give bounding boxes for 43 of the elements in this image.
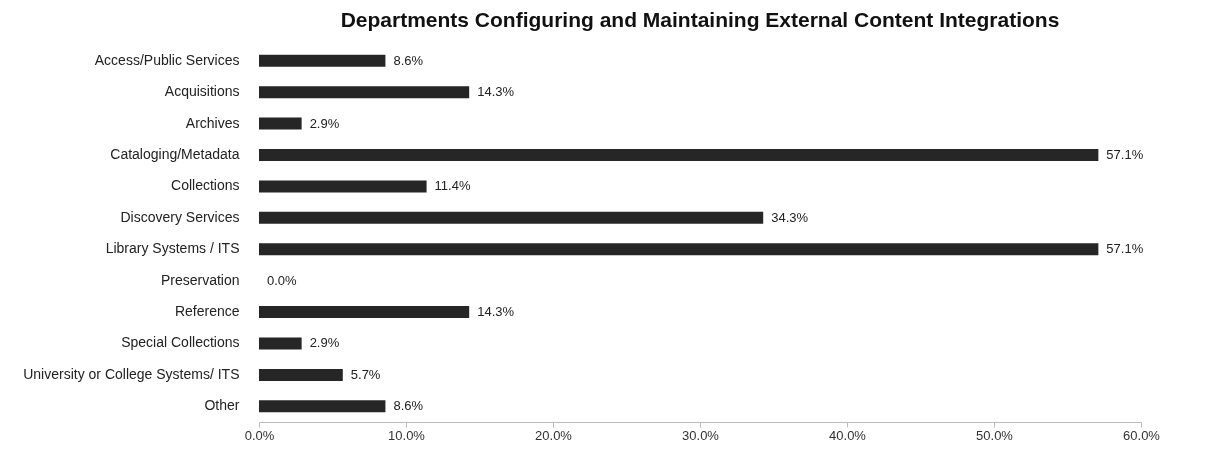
x-tick-label: 40.0% <box>829 427 867 443</box>
bar <box>259 117 302 130</box>
x-tick-label: 50.0% <box>976 427 1014 443</box>
bar <box>259 180 427 193</box>
x-tick-label: 10.0% <box>388 427 426 443</box>
y-tick-label: Library Systems / ITS <box>105 240 240 257</box>
x-tick-label: 20.0% <box>535 427 573 443</box>
data-label: 2.9% <box>309 115 340 131</box>
bar <box>259 400 386 413</box>
data-label: 2.9% <box>309 335 340 351</box>
data-label: 34.3% <box>771 209 809 225</box>
y-tick-label: University or College Systems/ ITS <box>23 365 240 382</box>
bar <box>259 337 302 350</box>
y-tick-label: Cataloging/Metadata <box>110 145 240 162</box>
bar <box>259 368 343 381</box>
y-tick-label: Preservation <box>160 271 240 288</box>
x-tick-label: 0.0% <box>244 427 275 443</box>
y-tick-label: Other <box>204 397 240 414</box>
y-tick-label: Acquisitions <box>164 83 240 100</box>
y-tick-label: Archives <box>185 114 240 131</box>
x-tick-label: 60.0% <box>1123 427 1161 443</box>
data-label: 57.1% <box>1106 146 1144 162</box>
data-label: 8.6% <box>393 52 424 68</box>
chart-title: Departments Configuring and Maintaining External Content Integrations <box>340 8 1060 31</box>
data-label: 5.7% <box>350 366 381 382</box>
data-label: 14.3% <box>477 84 515 100</box>
data-label: 14.3% <box>477 304 515 320</box>
bar <box>259 306 470 319</box>
bar <box>259 211 764 224</box>
bar <box>259 148 1099 161</box>
y-tick-label: Collections <box>171 177 240 194</box>
x-tick-label: 30.0% <box>682 427 720 443</box>
data-label: 11.4% <box>434 178 471 194</box>
data-label: 8.6% <box>393 398 424 414</box>
bar <box>259 243 1099 256</box>
data-label: 57.1% <box>1106 241 1144 257</box>
y-tick-label: Access/Public Services <box>94 51 240 68</box>
bar <box>259 86 470 99</box>
y-tick-label: Discovery Services <box>120 208 240 225</box>
y-tick-label: Reference <box>174 303 240 320</box>
bar <box>259 54 386 67</box>
data-label: 0.0% <box>267 272 298 288</box>
y-tick-label: Special Collections <box>121 334 240 351</box>
